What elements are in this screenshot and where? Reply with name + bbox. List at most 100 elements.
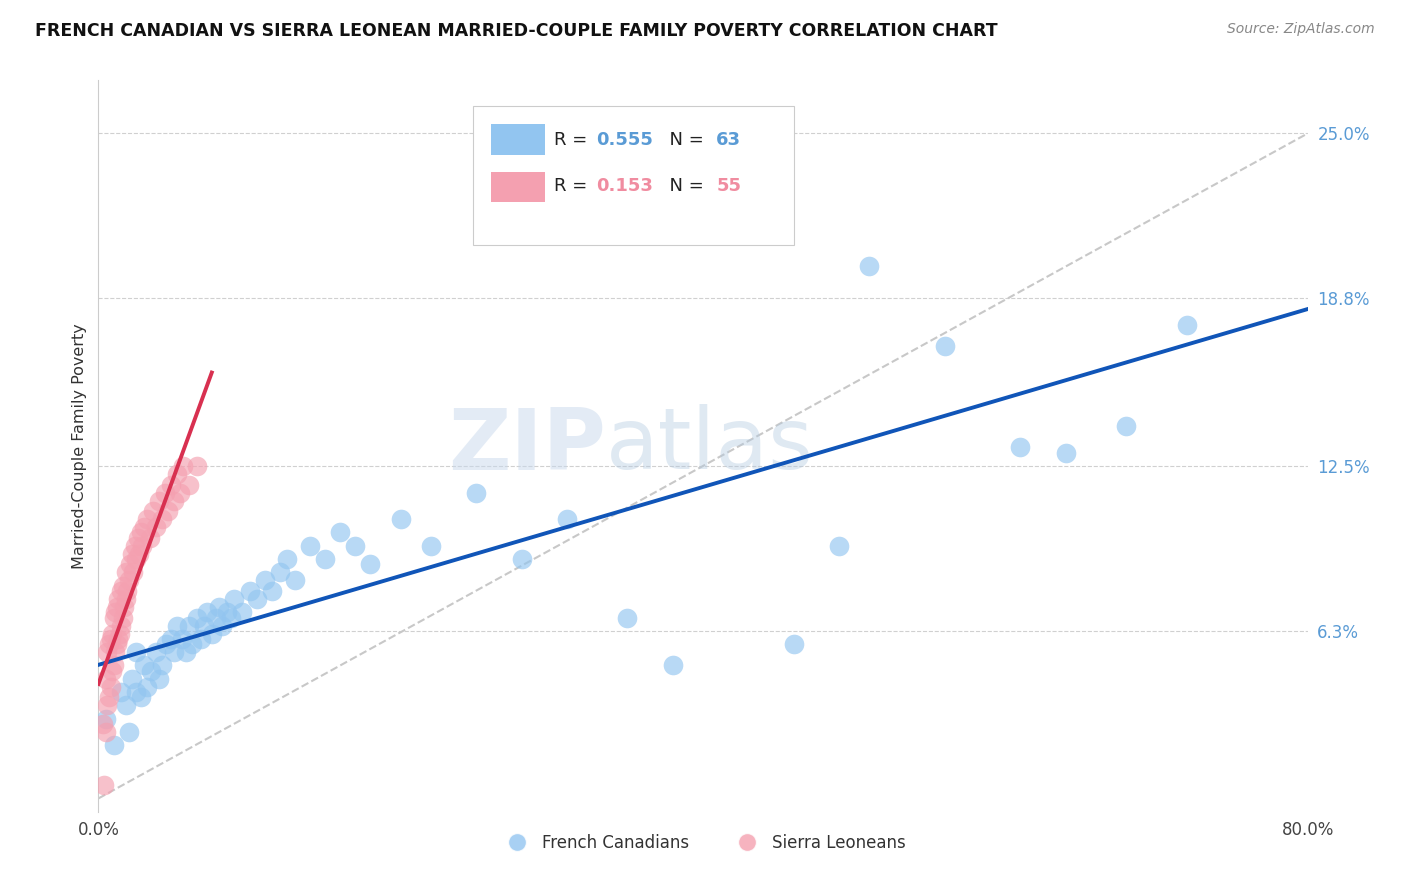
Point xyxy=(858,260,880,274)
Point xyxy=(96,698,118,713)
Point xyxy=(132,658,155,673)
Point xyxy=(110,618,132,632)
Point xyxy=(160,477,183,491)
Point xyxy=(104,645,127,659)
Point xyxy=(93,778,115,792)
Legend: French Canadians, Sierra Leoneans: French Canadians, Sierra Leoneans xyxy=(494,827,912,858)
Point xyxy=(110,584,132,599)
Point xyxy=(94,672,117,686)
Point xyxy=(208,599,231,614)
Point xyxy=(224,591,246,606)
Text: atlas: atlas xyxy=(606,404,814,488)
Point xyxy=(125,685,148,699)
Point xyxy=(101,626,124,640)
Point xyxy=(169,485,191,500)
Point xyxy=(100,680,122,694)
Point xyxy=(1010,440,1032,454)
Point xyxy=(103,738,125,752)
Point xyxy=(465,485,488,500)
FancyBboxPatch shape xyxy=(492,171,544,202)
Point xyxy=(181,637,204,651)
Point xyxy=(1175,318,1198,332)
Point xyxy=(314,552,336,566)
Point xyxy=(122,566,145,580)
Point xyxy=(190,632,212,646)
Y-axis label: Married-Couple Family Poverty: Married-Couple Family Poverty xyxy=(72,323,87,569)
Point xyxy=(193,618,215,632)
Point xyxy=(510,552,533,566)
Point xyxy=(211,618,233,632)
Point xyxy=(155,637,177,651)
Point xyxy=(103,610,125,624)
Point xyxy=(114,566,136,580)
Point xyxy=(934,339,956,353)
Point xyxy=(344,539,367,553)
Text: 63: 63 xyxy=(716,130,741,149)
Point xyxy=(253,574,276,588)
Point xyxy=(111,610,134,624)
Point xyxy=(828,539,851,553)
Point xyxy=(262,584,284,599)
Point xyxy=(783,637,806,651)
Point xyxy=(239,584,262,599)
Point xyxy=(160,632,183,646)
Text: R =: R = xyxy=(554,130,593,149)
Point xyxy=(108,626,131,640)
Point xyxy=(94,712,117,726)
Point xyxy=(103,658,125,673)
Point xyxy=(129,690,152,705)
Point xyxy=(129,525,152,540)
Point xyxy=(124,539,146,553)
Text: ZIP: ZIP xyxy=(449,404,606,488)
Point xyxy=(91,717,114,731)
Point xyxy=(142,504,165,518)
Point xyxy=(139,531,162,545)
Point xyxy=(246,591,269,606)
Point xyxy=(166,467,188,481)
Point xyxy=(148,493,170,508)
Point xyxy=(121,547,143,561)
Point xyxy=(555,512,578,526)
Point xyxy=(1054,445,1077,459)
Point xyxy=(186,458,208,473)
Point xyxy=(145,520,167,534)
Point xyxy=(329,525,352,540)
Point xyxy=(163,645,186,659)
Point xyxy=(156,504,179,518)
Point xyxy=(107,632,129,646)
Point xyxy=(132,520,155,534)
Point xyxy=(110,685,132,699)
FancyBboxPatch shape xyxy=(492,124,544,155)
Point xyxy=(150,658,173,673)
Point xyxy=(205,610,228,624)
Point xyxy=(98,637,121,651)
Point xyxy=(98,690,121,705)
Text: N =: N = xyxy=(658,130,710,149)
Point xyxy=(269,566,291,580)
Point xyxy=(94,725,117,739)
Point xyxy=(723,166,745,180)
Point xyxy=(179,618,201,632)
Point xyxy=(118,574,141,588)
Point xyxy=(107,591,129,606)
Point xyxy=(172,458,194,473)
Text: R =: R = xyxy=(554,178,593,195)
Point xyxy=(166,618,188,632)
Point xyxy=(201,626,224,640)
Point xyxy=(127,531,149,545)
Point xyxy=(115,584,138,599)
Point xyxy=(1115,419,1137,434)
Point xyxy=(100,632,122,646)
Text: Source: ZipAtlas.com: Source: ZipAtlas.com xyxy=(1227,22,1375,37)
Point xyxy=(299,539,322,553)
Point xyxy=(111,579,134,593)
Point xyxy=(145,645,167,659)
Point xyxy=(112,599,135,614)
Point xyxy=(105,599,128,614)
Point xyxy=(131,539,153,553)
Point xyxy=(284,574,307,588)
Text: 0.153: 0.153 xyxy=(596,178,654,195)
Text: 0.555: 0.555 xyxy=(596,130,654,149)
Point xyxy=(389,512,412,526)
Point xyxy=(128,547,150,561)
